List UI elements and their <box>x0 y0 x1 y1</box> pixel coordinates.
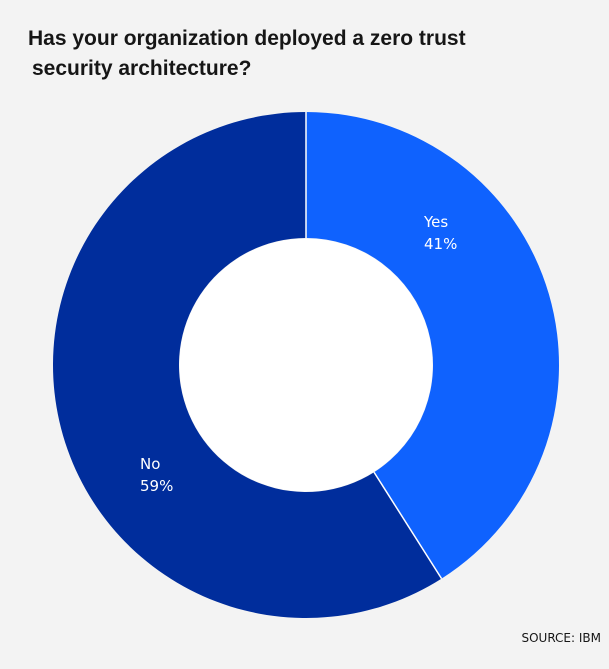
source-note: SOURCE: IBM <box>521 631 601 645</box>
donut-hole <box>179 238 433 492</box>
slice-yes <box>306 112 560 579</box>
label-yes-value: 41% <box>424 235 457 253</box>
chart-title-line-1: Has your organization deployed a zero tr… <box>28 27 466 50</box>
slice-divider <box>373 471 443 580</box>
label-no-value: 59% <box>140 477 173 495</box>
chart-title-line-2: security architecture? <box>32 57 252 80</box>
label-no-category: No <box>140 455 160 473</box>
chart-title: Has your organization deployed a zero tr… <box>28 24 548 84</box>
slice-no <box>53 112 442 618</box>
label-yes-category: Yes <box>423 213 448 231</box>
